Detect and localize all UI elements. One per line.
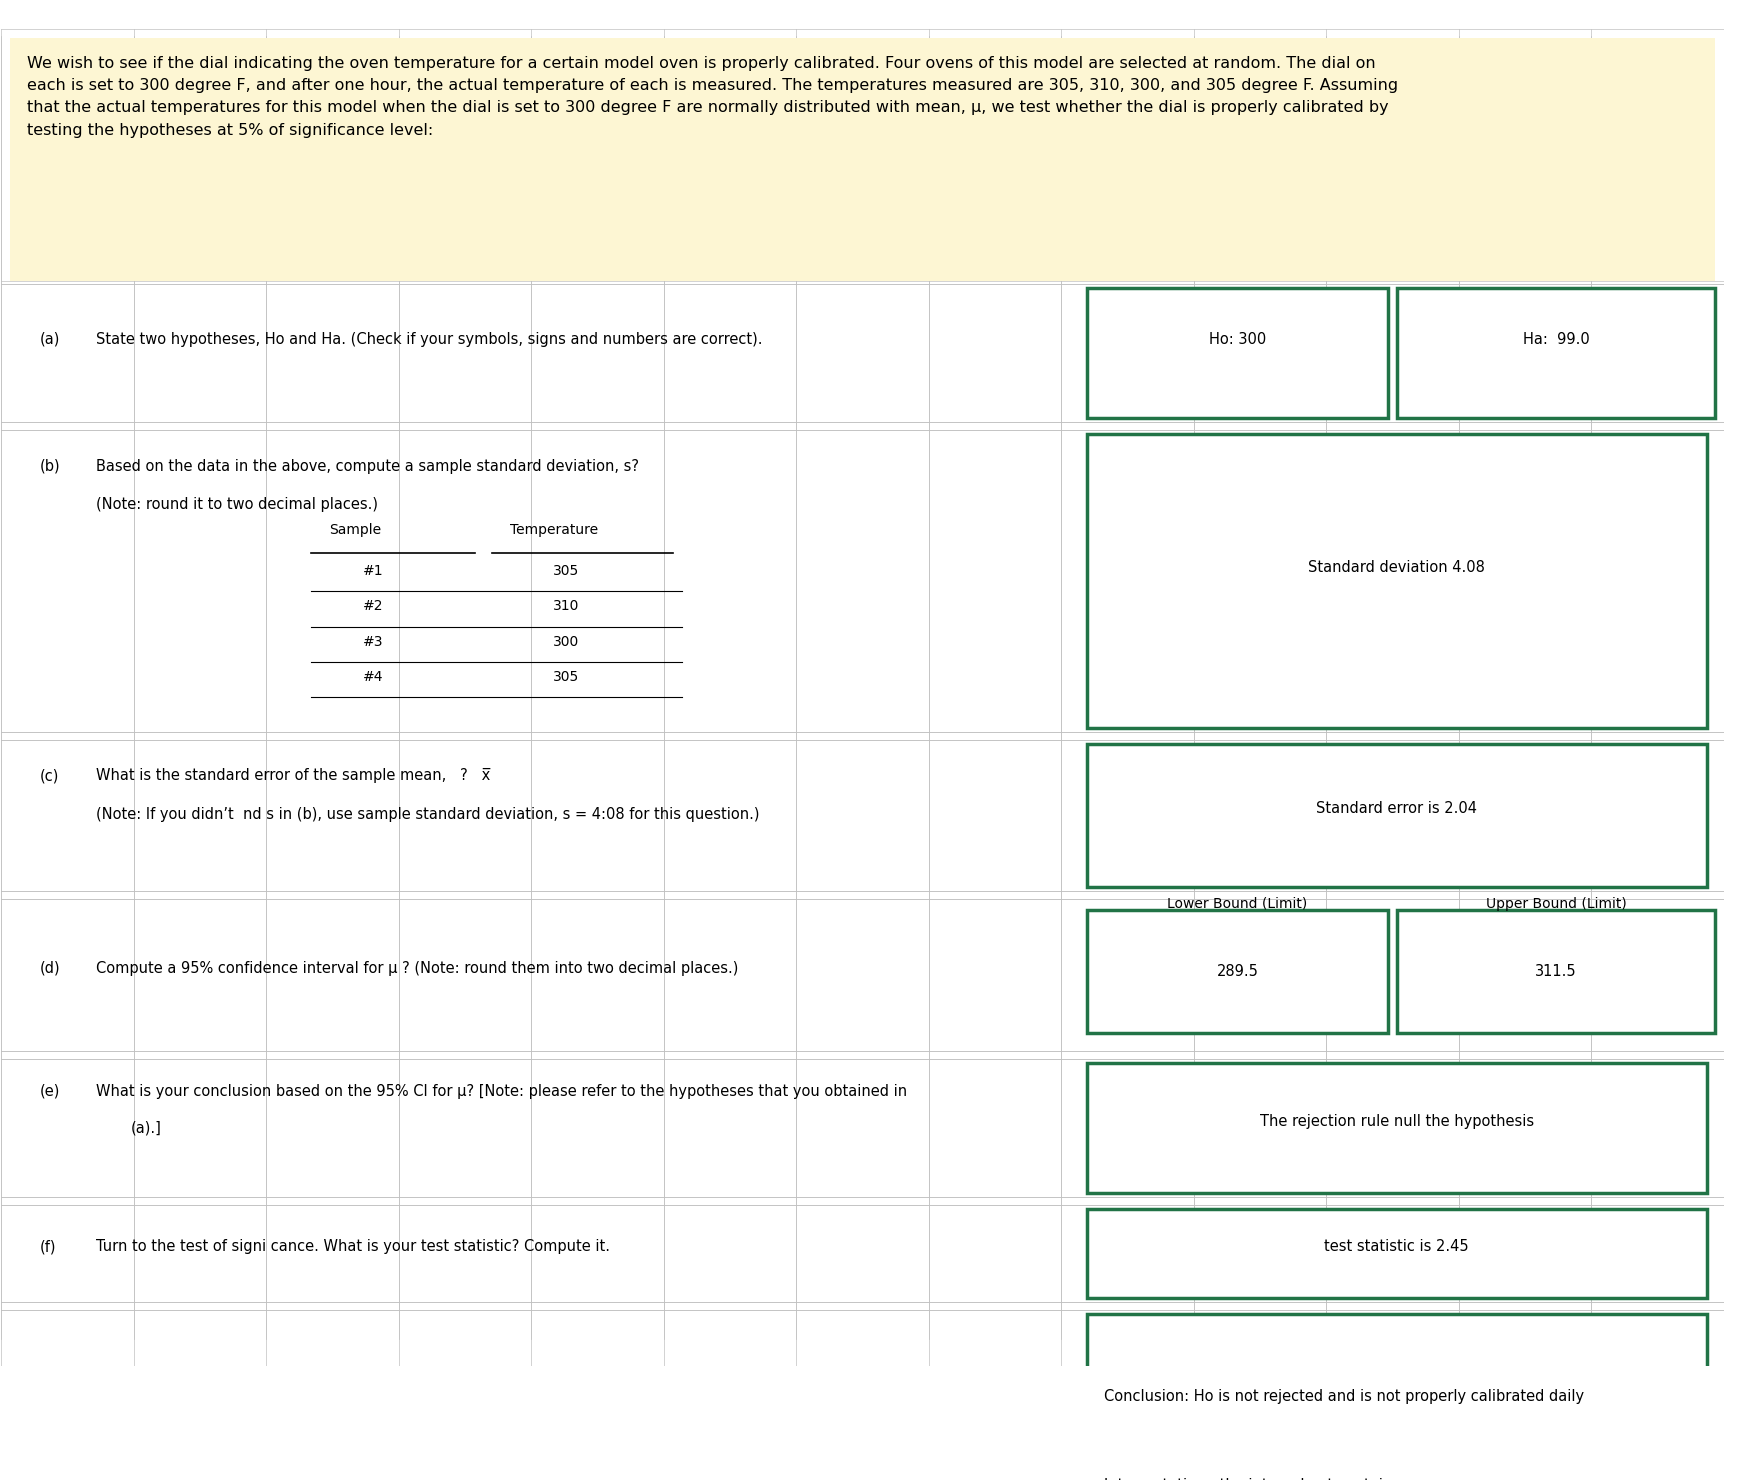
FancyBboxPatch shape: [1086, 910, 1386, 1033]
Text: #4: #4: [363, 670, 383, 684]
Text: Temperature: Temperature: [509, 522, 597, 537]
FancyBboxPatch shape: [1086, 1063, 1706, 1193]
Text: (e): (e): [39, 1083, 60, 1098]
FancyBboxPatch shape: [1086, 1314, 1706, 1480]
FancyBboxPatch shape: [1086, 434, 1706, 728]
Text: Standard deviation 4.08: Standard deviation 4.08: [1307, 559, 1485, 574]
FancyBboxPatch shape: [11, 38, 1715, 281]
Text: 300: 300: [553, 635, 579, 648]
Text: 305: 305: [553, 564, 579, 577]
Text: (Note: If you didn’t  nd s in (b), use sample standard deviation, s = 4:08 for t: (Note: If you didn’t nd s in (b), use sa…: [97, 807, 760, 821]
Text: What is your conclusion based on the 95% CI for μ? [Note: please refer to the hy: What is your conclusion based on the 95%…: [97, 1083, 907, 1098]
FancyBboxPatch shape: [1395, 289, 1715, 417]
Text: (Note: round it to two decimal places.): (Note: round it to two decimal places.): [97, 497, 377, 512]
Text: 289.5: 289.5: [1216, 965, 1258, 980]
Text: #3: #3: [363, 635, 383, 648]
Text: Lower Bound (Limit): Lower Bound (Limit): [1167, 897, 1307, 910]
Text: The rejection rule null the hypothesis: The rejection rule null the hypothesis: [1258, 1114, 1532, 1129]
Text: Upper Bound (Limit): Upper Bound (Limit): [1485, 897, 1625, 910]
Text: #2: #2: [363, 599, 383, 613]
Text: Interpretation:  the interval not contains zero: Interpretation: the interval not contain…: [1104, 1479, 1436, 1480]
Text: We wish to see if the dial indicating the oven temperature for a certain model o: We wish to see if the dial indicating th…: [28, 56, 1397, 138]
Text: Based on the data in the above, compute a sample standard deviation, s?: Based on the data in the above, compute …: [97, 459, 639, 474]
Text: State two hypotheses, Ho and Ha. (Check if your symbols, signs and numbers are c: State two hypotheses, Ho and Ha. (Check …: [97, 332, 762, 346]
Text: 311.5: 311.5: [1534, 965, 1576, 980]
Text: #1: #1: [363, 564, 384, 577]
Text: Compute a 95% confidence interval for μ ? (Note: round them into two decimal pla: Compute a 95% confidence interval for μ …: [97, 961, 739, 975]
Text: Ha:  99.0: Ha: 99.0: [1522, 332, 1588, 346]
FancyBboxPatch shape: [1086, 289, 1386, 417]
Text: (a): (a): [39, 332, 60, 346]
Text: Sample: Sample: [328, 522, 381, 537]
Text: Standard error is 2.04: Standard error is 2.04: [1316, 801, 1476, 815]
Text: (c): (c): [39, 768, 58, 783]
FancyBboxPatch shape: [1086, 1209, 1706, 1298]
Text: Conclusion: Ho is not rejected and is not properly calibrated daily: Conclusion: Ho is not rejected and is no…: [1104, 1390, 1583, 1405]
Text: (b): (b): [39, 459, 60, 474]
Text: 310: 310: [553, 599, 579, 613]
Text: (f): (f): [39, 1239, 56, 1255]
Text: test statistic is 2.45: test statistic is 2.45: [1323, 1239, 1469, 1255]
Text: What is the standard error of the sample mean,   ?   x̅: What is the standard error of the sample…: [97, 768, 490, 783]
Text: (d): (d): [39, 961, 60, 975]
FancyBboxPatch shape: [1086, 744, 1706, 887]
Text: Ho: 300: Ho: 300: [1207, 332, 1265, 346]
Text: Turn to the test of signi cance. What is your test statistic? Compute it.: Turn to the test of signi cance. What is…: [97, 1239, 609, 1255]
FancyBboxPatch shape: [1395, 910, 1715, 1033]
Text: (a).]: (a).]: [130, 1120, 161, 1135]
Text: 305: 305: [553, 670, 579, 684]
